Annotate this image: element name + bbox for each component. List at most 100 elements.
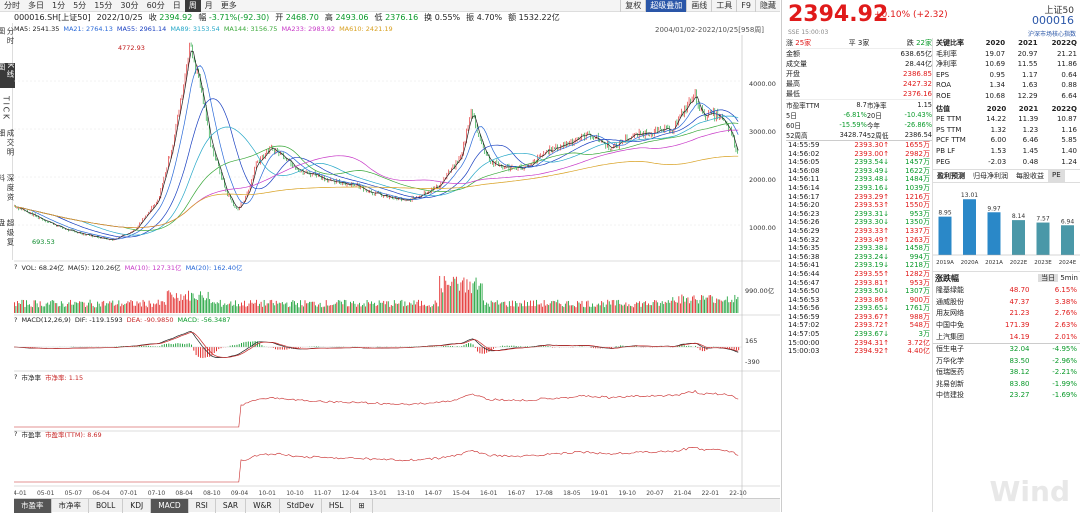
index-type[interactable]: 沪深市场核心指数 [1028,29,1076,38]
price-low-marker: 693.53 [32,238,55,246]
arrow-down-icon: ↓ [883,287,889,295]
period-tab-6[interactable]: 60分 [143,0,169,12]
period-tab-5[interactable]: 30分 [116,0,142,12]
indicator-tab-1[interactable]: 市净率 [52,499,90,513]
sector-stock-change: 3.38% [1033,297,1080,309]
period-tab-2[interactable]: 1分 [48,0,69,12]
volume-bar [312,302,313,313]
indicator-tab-5[interactable]: RSI [189,499,216,513]
fall-count: 跌 22家 [907,38,932,48]
volume-bar [226,305,227,313]
indicator-tab-2[interactable]: BOLL [89,499,123,513]
period-tab-3[interactable]: 5分 [69,0,90,12]
volume-bar [648,303,649,313]
volume-bar [58,306,59,313]
period-tab-10[interactable]: 更多 [217,0,241,12]
volume-bar [665,302,666,313]
indicator-tab-3[interactable]: KDJ [123,499,151,513]
volume-bar [632,306,633,313]
macd-bar [731,347,732,349]
volume-bar [320,303,321,313]
indicator-tab-10[interactable]: ⊞ [351,499,372,513]
toolbar-tab-4[interactable]: F9 [736,0,755,12]
tick-price-value: 2393.81 [854,279,883,287]
tick-price-value: 2394.31 [854,339,883,347]
volume-bar [37,303,38,313]
arrow-down-icon: ↓ [883,261,889,269]
volume-bar [479,286,480,313]
period-tab-4[interactable]: 15分 [90,0,116,12]
macd-axis-top: 165 [745,337,757,345]
volume-bar [406,306,407,313]
period-tab-0[interactable]: 分时 [0,0,24,12]
indicator-tab-0[interactable]: 市盈率 [14,499,52,513]
indicator-tab-8[interactable]: StdDev [280,499,322,513]
left-tab-2[interactable]: TICK [2,96,11,121]
forecast-tab-2[interactable]: 每股收益 [1012,170,1048,182]
macd-settings-icon[interactable]: ? [14,316,17,324]
indicator-tab-6[interactable]: SAR [216,499,246,513]
left-tab-5[interactable]: 超级复盘 [0,219,15,256]
ma-line-0 [14,51,738,240]
volume-bar [300,300,301,313]
left-tab-1[interactable]: K线图 [0,63,15,88]
sector-tab-5min[interactable]: 5min [1060,274,1078,282]
indicator-tab-7[interactable]: W&R [246,499,279,513]
security-code[interactable]: 000016.SH[上证50] [14,12,91,23]
period-tab-8[interactable]: 周 [185,0,201,12]
volume-bar [491,301,492,313]
toolbar-tab-5[interactable]: 隐藏 [755,0,780,12]
volume-bar [510,306,511,313]
left-tab-0[interactable]: 分时图 [0,27,15,55]
indicator-tab-9[interactable]: HSL [322,499,352,513]
ma-value-5: 2983.92 [308,25,335,33]
volume-bar [332,305,333,313]
toolbar-tab-1[interactable]: 超级叠加 [645,0,686,12]
indicator-tab-4[interactable]: MACD [151,499,188,513]
pb-settings-icon[interactable]: ? [14,373,17,381]
volume-bar [509,301,510,313]
period-tab-7[interactable]: 日 [169,0,185,12]
toolbar-tab-0[interactable]: 复权 [620,0,645,12]
volume-bar [16,306,17,313]
left-tab-3[interactable]: 成交明细 [0,129,15,166]
arrow-down-icon: ↓ [883,330,889,338]
forecast-tab-0[interactable]: 盈利预测 [933,170,969,182]
forecast-tab-3[interactable]: PE [1048,170,1065,182]
period-tab-1[interactable]: 多日 [24,0,48,12]
volume-bar [137,301,138,313]
pe-settings-icon[interactable]: ? [14,430,17,438]
volume-bar [355,304,356,313]
left-tab-4[interactable]: 深度资料 [0,174,15,211]
tick-time: 14:56:38 [786,253,836,262]
volume-bar [430,307,431,313]
volume-bar [562,306,563,313]
volume-bar [692,297,693,313]
volume-bar [62,303,63,313]
vol-settings-icon[interactable]: ? [14,263,17,271]
volume-bar [362,305,363,313]
tick-volume: 1350万 [891,218,932,227]
tick-volume: 988万 [891,313,932,322]
toolbar-tab-2[interactable]: 画线 [686,0,711,12]
x-axis-label: 05-07 [65,490,83,497]
toolbar-tab-3[interactable]: 工具 [711,0,736,12]
period-tab-9[interactable]: 月 [201,0,217,12]
tick-price-value: 2393.49 [854,167,883,175]
forecast-tab-1[interactable]: 归母净利润 [969,170,1012,182]
sector-stock-change: -4.95% [1033,344,1080,356]
sector-tab-today[interactable]: 当日 [1038,274,1058,282]
ma-line-3 [14,116,738,235]
